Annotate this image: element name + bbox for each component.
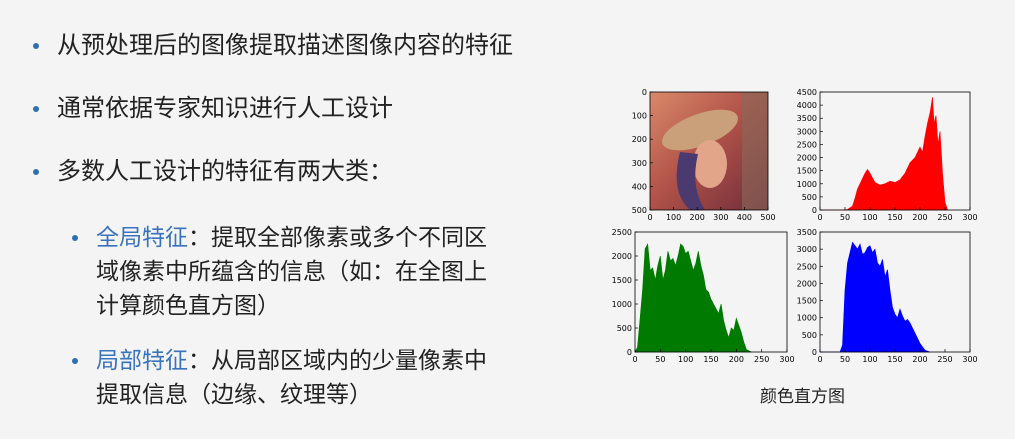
y-tick-label: 1000 bbox=[797, 314, 817, 323]
photo-background bbox=[742, 92, 768, 210]
y-tick-label: 500 bbox=[802, 193, 817, 202]
bullet-dot bbox=[72, 235, 78, 241]
red-histogram-area bbox=[820, 97, 948, 211]
sub-bullet-body: 全局特征：提取全部像素或多个不同区 域像素中所蕴含的信息（如：在全图上 计算颜色… bbox=[96, 221, 487, 323]
y-tick-label: 0 bbox=[812, 348, 817, 357]
y-tick-label: 3500 bbox=[797, 228, 817, 237]
x-tick-label: 250 bbox=[754, 355, 769, 364]
x-tick-label: 0 bbox=[817, 355, 822, 364]
figure-caption: 颜色直方图 bbox=[760, 387, 845, 407]
bullet-text: 多数人工设计的特征有两大类： bbox=[57, 157, 393, 185]
y-tick-label: 1000 bbox=[612, 300, 632, 309]
x-tick-label: 300 bbox=[962, 213, 977, 222]
y-tick-label: 3000 bbox=[797, 245, 817, 254]
y-tick-label: 4000 bbox=[797, 101, 817, 110]
y-tick-label: 1500 bbox=[797, 297, 817, 306]
bullet-dot bbox=[33, 106, 39, 112]
y-tick-label: 2000 bbox=[612, 252, 632, 261]
x-tick-label: 500 bbox=[760, 213, 775, 222]
blue-histogram-area bbox=[820, 241, 931, 353]
photo-hair bbox=[676, 152, 705, 210]
green-histogram-area bbox=[634, 242, 752, 353]
x-tick-label: 0 bbox=[632, 355, 637, 364]
term-separator: ： bbox=[188, 225, 211, 251]
y-tick-label: 1000 bbox=[797, 180, 817, 189]
y-tick-label: 500 bbox=[802, 331, 817, 340]
x-tick-label: 50 bbox=[840, 213, 850, 222]
y-tick-label: 500 bbox=[617, 324, 632, 333]
y-tick-label: 0 bbox=[642, 88, 647, 97]
x-tick-label: 0 bbox=[817, 213, 822, 222]
y-tick-label: 0 bbox=[812, 206, 817, 215]
bullet-text: 从预处理后的图像提取描述图像内容的特征 bbox=[57, 31, 513, 59]
y-tick-label: 200 bbox=[632, 135, 647, 144]
x-tick-label: 50 bbox=[655, 355, 665, 364]
y-tick-label: 2500 bbox=[612, 228, 632, 237]
sub-bullet-body: 局部特征：从局部区域内的少量像素中 提取信息（边缘、纹理等） bbox=[96, 344, 487, 412]
sub-bullet-line: 从局部区域内的少量像素中 bbox=[211, 348, 487, 374]
y-tick-label: 3500 bbox=[797, 114, 817, 123]
y-tick-label: 3000 bbox=[797, 127, 817, 136]
y-tick-label: 1500 bbox=[612, 276, 632, 285]
y-tick-label: 0 bbox=[627, 348, 632, 357]
x-tick-label: 300 bbox=[779, 355, 794, 364]
y-tick-label: 1500 bbox=[797, 167, 817, 176]
x-tick-label: 100 bbox=[666, 213, 681, 222]
x-tick-label: 200 bbox=[729, 355, 744, 364]
x-tick-label: 400 bbox=[737, 213, 752, 222]
x-tick-label: 250 bbox=[937, 213, 952, 222]
y-tick-label: 2000 bbox=[797, 279, 817, 288]
y-tick-label: 100 bbox=[632, 112, 647, 121]
x-tick-label: 0 bbox=[647, 213, 652, 222]
bullet-dot bbox=[33, 169, 39, 175]
term-separator: ： bbox=[188, 348, 211, 374]
bullet-dot bbox=[33, 43, 39, 49]
bullet-3: 多数人工设计的特征有两大类： bbox=[33, 156, 393, 186]
photo-hat bbox=[662, 109, 738, 151]
term-local: 局部特征 bbox=[96, 348, 188, 374]
x-tick-label: 300 bbox=[713, 213, 728, 222]
x-tick-label: 100 bbox=[862, 213, 877, 222]
sub-bullet-line: 提取全部像素或多个不同区 bbox=[211, 225, 487, 251]
y-tick-label: 400 bbox=[632, 182, 647, 191]
sub-bullet-local: 局部特征：从局部区域内的少量像素中 提取信息（边缘、纹理等） bbox=[72, 344, 542, 412]
plot-frame bbox=[649, 91, 769, 211]
x-tick-label: 200 bbox=[912, 355, 927, 364]
photo-face bbox=[693, 140, 727, 188]
bullet-1: 从预处理后的图像提取描述图像内容的特征 bbox=[33, 30, 513, 60]
sub-bullet-line: 域像素中所蕴含的信息（如：在全图上 bbox=[96, 259, 487, 285]
sub-bullet-line: 提取信息（边缘、纹理等） bbox=[96, 382, 372, 408]
x-tick-label: 200 bbox=[690, 213, 705, 222]
sub-bullet-line: 计算颜色直方图） bbox=[96, 293, 280, 319]
x-tick-label: 50 bbox=[840, 355, 850, 364]
x-tick-label: 200 bbox=[912, 213, 927, 222]
bullet-2: 通常依据专家知识进行人工设计 bbox=[33, 93, 393, 123]
x-tick-label: 100 bbox=[678, 355, 693, 364]
y-tick-label: 2000 bbox=[797, 154, 817, 163]
y-tick-label: 2500 bbox=[797, 140, 817, 149]
y-tick-label: 300 bbox=[632, 159, 647, 168]
x-tick-label: 100 bbox=[862, 355, 877, 364]
term-global: 全局特征 bbox=[96, 225, 188, 251]
x-tick-label: 300 bbox=[962, 355, 977, 364]
bullet-text: 通常依据专家知识进行人工设计 bbox=[57, 94, 393, 122]
x-tick-label: 250 bbox=[937, 355, 952, 364]
x-tick-label: 150 bbox=[887, 213, 902, 222]
sub-bullet-global: 全局特征：提取全部像素或多个不同区 域像素中所蕴含的信息（如：在全图上 计算颜色… bbox=[72, 221, 542, 323]
x-tick-label: 150 bbox=[887, 355, 902, 364]
y-tick-label: 4500 bbox=[797, 88, 817, 97]
bullet-dot bbox=[72, 358, 78, 364]
y-tick-label: 2500 bbox=[797, 262, 817, 271]
x-tick-label: 150 bbox=[703, 355, 718, 364]
y-tick-label: 500 bbox=[632, 206, 647, 215]
